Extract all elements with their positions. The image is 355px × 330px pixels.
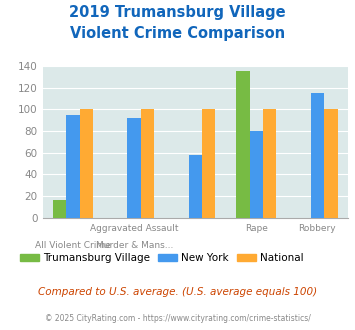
Text: Murder & Mans...: Murder & Mans... xyxy=(95,241,173,250)
Bar xyxy=(141,109,154,218)
Text: 2019 Trumansburg Village: 2019 Trumansburg Village xyxy=(69,5,286,20)
Text: Violent Crime Comparison: Violent Crime Comparison xyxy=(70,26,285,41)
Bar xyxy=(80,109,93,218)
Bar xyxy=(53,200,66,218)
Bar xyxy=(324,109,338,218)
Text: © 2025 CityRating.com - https://www.cityrating.com/crime-statistics/: © 2025 CityRating.com - https://www.city… xyxy=(45,314,310,323)
Bar xyxy=(202,109,215,218)
Text: Robbery: Robbery xyxy=(299,224,336,233)
Text: Aggravated Assault: Aggravated Assault xyxy=(90,224,179,233)
Bar xyxy=(250,131,263,218)
Bar xyxy=(66,115,80,218)
Bar xyxy=(263,109,277,218)
Text: Compared to U.S. average. (U.S. average equals 100): Compared to U.S. average. (U.S. average … xyxy=(38,287,317,297)
Bar xyxy=(127,118,141,218)
Text: Rape: Rape xyxy=(245,224,268,233)
Legend: Trumansburg Village, New York, National: Trumansburg Village, New York, National xyxy=(16,249,308,267)
Bar xyxy=(236,71,250,218)
Text: All Violent Crime: All Violent Crime xyxy=(35,241,111,250)
Bar xyxy=(189,155,202,218)
Bar xyxy=(311,93,324,218)
